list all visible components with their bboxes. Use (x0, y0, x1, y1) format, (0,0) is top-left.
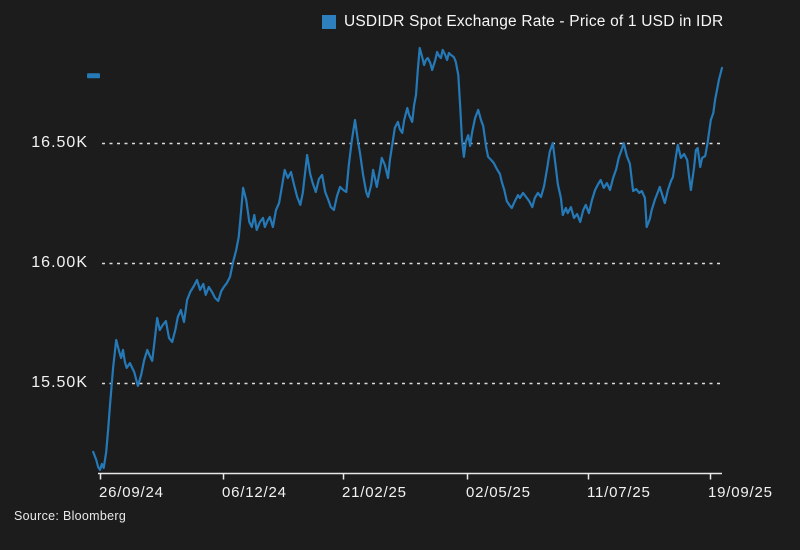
x-axis-label-1: 06/12/24 (222, 484, 287, 501)
legend-swatch-icon (322, 15, 336, 29)
x-axis-label-0: 26/09/24 (99, 484, 164, 501)
x-axis-label-3: 02/05/25 (466, 484, 531, 501)
x-axis-label-5: 19/09/25 (708, 484, 773, 501)
last-price-marker (87, 73, 100, 79)
y-axis-label-15-50k: 15.50K (31, 374, 88, 391)
x-axis-label-4: 11/07/25 (587, 484, 651, 501)
legend: USDIDR Spot Exchange Rate - Price of 1 U… (322, 13, 723, 31)
x-axis-label-2: 21/02/25 (342, 484, 407, 501)
gridlines (102, 142, 724, 385)
y-axis-label-16-00k: 16.00K (31, 254, 88, 271)
price-line (92, 46, 724, 471)
source-credit: Source: Bloomberg (14, 509, 127, 523)
legend-label: USDIDR Spot Exchange Rate - Price of 1 U… (344, 13, 724, 30)
y-axis-label-16-50k: 16.50K (31, 134, 88, 151)
x-axis-ticks (99, 473, 712, 480)
